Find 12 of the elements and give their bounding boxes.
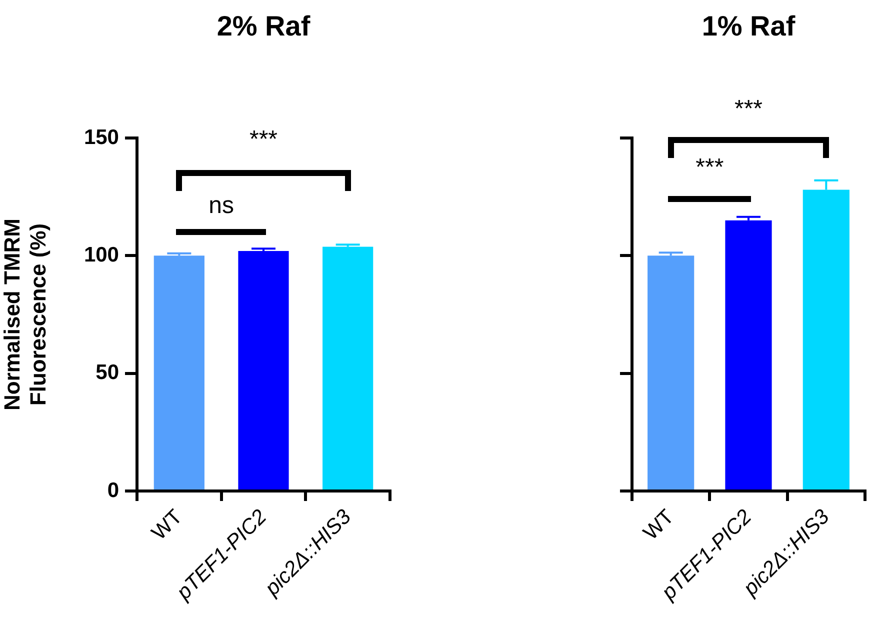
y-tick-label: 50 bbox=[96, 361, 119, 384]
annotation: ns bbox=[208, 192, 234, 219]
y-axis-title: Normalised TMRM Fluorescence (%) bbox=[0, 218, 51, 410]
chart-title: 1% Raf bbox=[702, 10, 796, 42]
annotation: *** bbox=[696, 154, 724, 182]
y-tick-label: 150 bbox=[84, 126, 119, 149]
chart-title: 2% Raf bbox=[216, 10, 311, 42]
y-tick-label: 0 bbox=[107, 478, 119, 502]
y-tick-label: 100 bbox=[84, 243, 119, 266]
annotation: *** bbox=[249, 126, 278, 153]
text: *** bbox=[734, 95, 763, 122]
x-tick-label: WT bbox=[147, 505, 187, 545]
